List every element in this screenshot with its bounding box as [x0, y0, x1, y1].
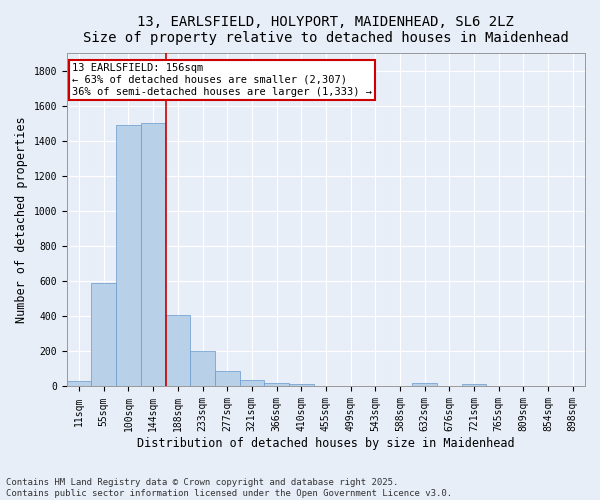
- Bar: [67, 381, 91, 386]
- Bar: [461, 384, 486, 386]
- Bar: [289, 384, 314, 386]
- Title: 13, EARLSFIELD, HOLYPORT, MAIDENHEAD, SL6 2LZ
Size of property relative to detac: 13, EARLSFIELD, HOLYPORT, MAIDENHEAD, SL…: [83, 15, 569, 45]
- Bar: [264, 383, 289, 386]
- Bar: [215, 370, 239, 386]
- X-axis label: Distribution of detached houses by size in Maidenhead: Distribution of detached houses by size …: [137, 437, 515, 450]
- Bar: [239, 380, 264, 386]
- Y-axis label: Number of detached properties: Number of detached properties: [15, 116, 28, 323]
- Bar: [91, 283, 116, 387]
- Bar: [190, 352, 215, 386]
- Bar: [166, 314, 190, 386]
- Bar: [141, 124, 166, 386]
- Bar: [412, 383, 437, 386]
- Bar: [116, 125, 141, 386]
- Text: 13 EARLSFIELD: 156sqm
← 63% of detached houses are smaller (2,307)
36% of semi-d: 13 EARLSFIELD: 156sqm ← 63% of detached …: [72, 64, 372, 96]
- Text: Contains HM Land Registry data © Crown copyright and database right 2025.
Contai: Contains HM Land Registry data © Crown c…: [6, 478, 452, 498]
